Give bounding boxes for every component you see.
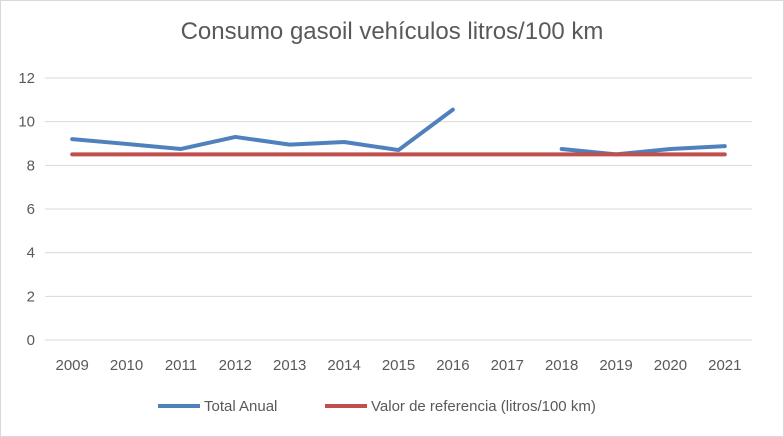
y-tick-label: 2 — [27, 288, 35, 305]
x-tick-label: 2017 — [491, 357, 524, 374]
x-tick-label: 2019 — [599, 357, 632, 374]
x-tick-label: 2010 — [110, 357, 143, 374]
x-tick-label: 2011 — [165, 357, 197, 374]
x-tick-label: 2013 — [273, 357, 306, 374]
x-tick-label: 2014 — [327, 357, 360, 374]
x-tick-label: 2009 — [56, 357, 89, 374]
y-tick-label: 8 — [27, 157, 35, 174]
y-tick-label: 4 — [27, 245, 35, 262]
x-tick-label: 2015 — [382, 357, 415, 374]
x-tick-label: 2018 — [545, 357, 578, 374]
chart-title: Consumo gasoil vehículos litros/100 km — [180, 18, 604, 45]
x-tick-label: 2020 — [654, 357, 687, 374]
series-line-total-anual — [70, 107, 455, 153]
series-line-total-anual — [559, 144, 727, 157]
x-tick-label: 2016 — [436, 357, 469, 374]
y-tick-label: 12 — [18, 70, 35, 87]
y-tick-label: 0 — [27, 332, 35, 349]
x-tick-label: 2021 — [708, 357, 741, 374]
legend-label: Total Anual — [204, 398, 277, 415]
y-tick-label: 10 — [18, 114, 35, 131]
legend-label: Valor de referencia (litros/100 km) — [371, 398, 596, 415]
x-tick-label: 2012 — [219, 357, 252, 374]
y-tick-label: 6 — [27, 201, 35, 218]
